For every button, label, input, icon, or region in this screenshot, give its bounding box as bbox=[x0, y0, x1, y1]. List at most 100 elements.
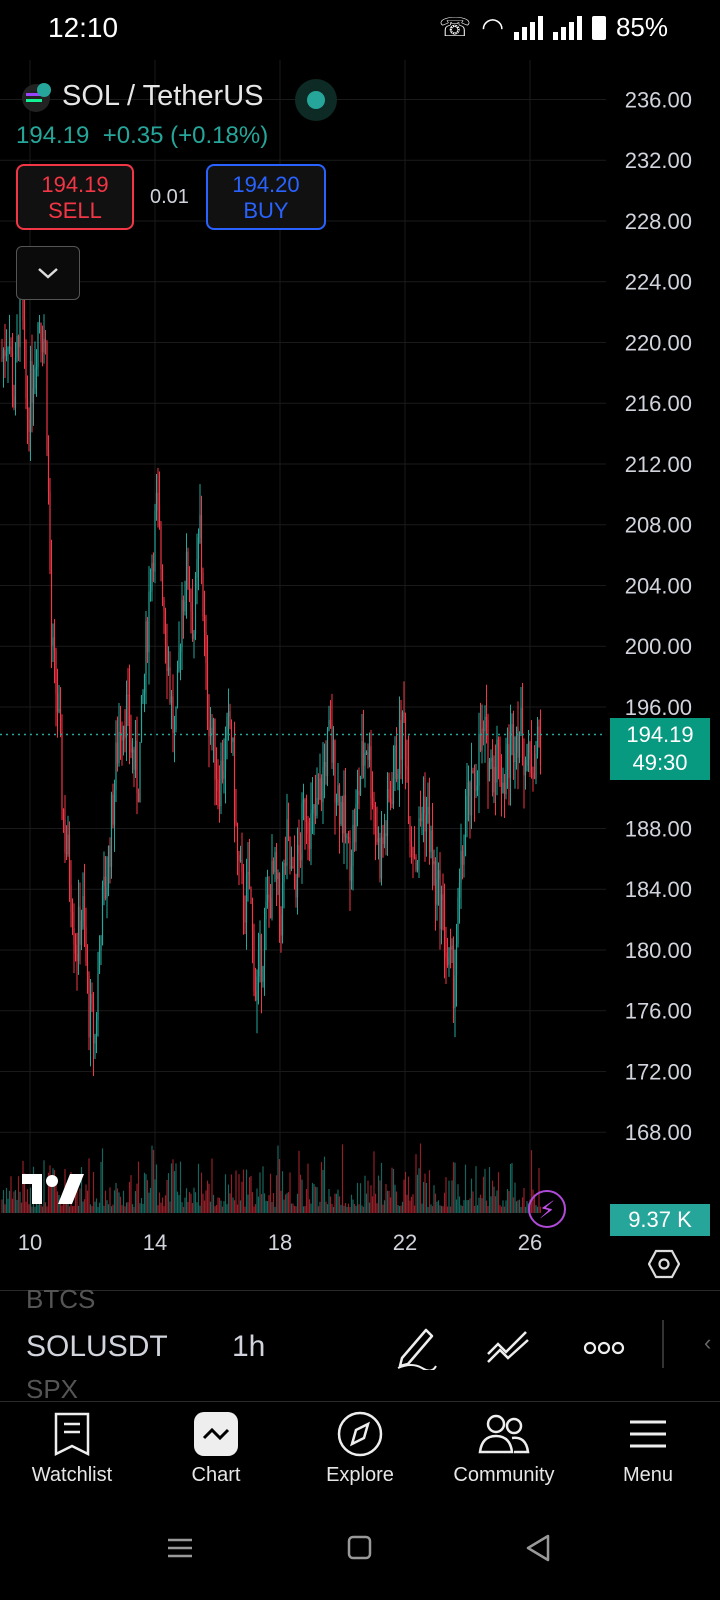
recent-apps-icon[interactable] bbox=[166, 1534, 194, 1562]
volume-bar bbox=[499, 1205, 501, 1213]
candle-body bbox=[185, 551, 188, 602]
last-price-tag: 194.19 49:30 bbox=[610, 718, 710, 780]
candle-body bbox=[439, 870, 441, 930]
volume-bar bbox=[439, 1205, 441, 1213]
candle-body bbox=[467, 782, 470, 796]
candle-body bbox=[170, 696, 173, 703]
candle-body bbox=[151, 562, 153, 591]
candle-body bbox=[529, 742, 531, 754]
candle-body bbox=[106, 887, 108, 899]
indicators-icon[interactable] bbox=[484, 1322, 532, 1370]
volume-bar bbox=[488, 1167, 491, 1213]
candle-body bbox=[337, 785, 339, 802]
price-chart[interactable]: 236.00 232.00 228.00 224.00 220.00 216.00 212.… bbox=[0, 60, 720, 1270]
candle-body bbox=[427, 806, 429, 815]
buy-button[interactable]: 194.20 BUY bbox=[206, 164, 326, 230]
volume-bar bbox=[56, 1191, 59, 1213]
candle-body bbox=[71, 911, 74, 928]
pencil-icon[interactable] bbox=[392, 1322, 440, 1370]
candle-body bbox=[86, 961, 89, 977]
signal-icon bbox=[513, 15, 543, 40]
volume-bar bbox=[67, 1201, 69, 1213]
volume-bar bbox=[253, 1206, 255, 1213]
candle-body bbox=[133, 749, 135, 770]
lightning-icon[interactable]: ⚡ bbox=[528, 1190, 566, 1228]
volume-bar bbox=[382, 1204, 384, 1213]
volume-bar bbox=[365, 1193, 368, 1213]
volume-bar bbox=[214, 1206, 216, 1213]
market-open-icon[interactable] bbox=[294, 78, 338, 122]
symbol-title[interactable]: SOL / TetherUS bbox=[62, 80, 264, 112]
interval-selector[interactable]: 1h bbox=[232, 1330, 266, 1363]
sell-button[interactable]: 194.19 SELL bbox=[16, 164, 134, 230]
volume-bar bbox=[301, 1179, 303, 1213]
candle-body bbox=[58, 709, 60, 712]
candle-body bbox=[391, 801, 393, 805]
candle-body bbox=[454, 975, 456, 1009]
collapse-arrow-icon[interactable]: ‹ bbox=[704, 1330, 712, 1355]
volume-bar bbox=[185, 1188, 188, 1213]
settings-hexagon-icon[interactable] bbox=[648, 1248, 680, 1280]
volume-bar bbox=[416, 1174, 419, 1213]
nav-menu[interactable]: Menu bbox=[576, 1410, 720, 1487]
volume-bar bbox=[329, 1196, 332, 1213]
nav-explore[interactable]: Explore bbox=[288, 1410, 432, 1487]
volume-bar bbox=[472, 1191, 474, 1213]
candle-body bbox=[110, 794, 113, 867]
volume-bar bbox=[401, 1201, 404, 1213]
candle-body bbox=[178, 652, 180, 670]
candle-body bbox=[475, 790, 477, 792]
volume-bar bbox=[517, 1200, 519, 1213]
volume-bar bbox=[79, 1188, 81, 1213]
candle-body bbox=[370, 746, 372, 799]
volume-bar bbox=[161, 1197, 164, 1213]
candle-body bbox=[515, 726, 518, 753]
volume-bar bbox=[460, 1205, 462, 1213]
nav-watchlist[interactable]: Watchlist bbox=[0, 1410, 144, 1487]
candle-body bbox=[386, 789, 389, 837]
expand-button[interactable] bbox=[16, 246, 80, 300]
volume-bar bbox=[370, 1185, 372, 1213]
volume-bar bbox=[362, 1206, 365, 1213]
volume-bar bbox=[514, 1182, 516, 1213]
candle-body bbox=[283, 863, 285, 883]
volume-bar bbox=[355, 1205, 357, 1213]
back-icon[interactable] bbox=[524, 1534, 552, 1562]
candle-body bbox=[514, 752, 516, 763]
volume-bar bbox=[424, 1173, 426, 1213]
symbol-scroll-next[interactable]: SPX bbox=[26, 1374, 79, 1404]
candle-body bbox=[109, 845, 111, 867]
candle-body bbox=[389, 798, 392, 802]
candle-body bbox=[212, 718, 215, 735]
candle-body bbox=[199, 515, 201, 538]
candle-body bbox=[511, 724, 513, 732]
symbol-scroll-prev[interactable]: BTCS bbox=[26, 1284, 96, 1314]
nav-community[interactable]: Community bbox=[432, 1410, 576, 1487]
price-axis: 236.00 232.00 228.00 224.00 220.00 216.00 212.… bbox=[625, 87, 692, 1145]
volume-bar bbox=[97, 1206, 99, 1213]
symbol-selector[interactable]: SOLUSDT bbox=[26, 1330, 168, 1363]
nav-chart[interactable]: Chart bbox=[144, 1410, 288, 1487]
tradingview-logo-icon[interactable] bbox=[20, 1172, 86, 1206]
price-change-line: 194.19 +0.35 (+0.18%) bbox=[16, 122, 268, 150]
candle-body bbox=[236, 823, 239, 855]
candle-body bbox=[2, 349, 5, 359]
volume-bar bbox=[244, 1206, 246, 1213]
volume-bar bbox=[172, 1159, 174, 1213]
candle-body bbox=[64, 819, 66, 853]
candle-body bbox=[125, 694, 128, 738]
volume-bar bbox=[7, 1198, 9, 1213]
candle-body bbox=[481, 728, 483, 751]
volume-bar bbox=[98, 1202, 101, 1213]
more-icon[interactable] bbox=[580, 1322, 628, 1370]
candle-body bbox=[397, 773, 399, 780]
candle-body bbox=[323, 761, 326, 768]
candle-body bbox=[28, 419, 30, 432]
home-icon[interactable] bbox=[346, 1534, 374, 1562]
volume-bar bbox=[4, 1204, 6, 1213]
volume-bar bbox=[314, 1186, 317, 1213]
candle-body bbox=[208, 720, 210, 737]
battery-icon bbox=[591, 15, 606, 40]
chevron-down-icon bbox=[38, 268, 58, 279]
candle-body bbox=[76, 953, 78, 962]
